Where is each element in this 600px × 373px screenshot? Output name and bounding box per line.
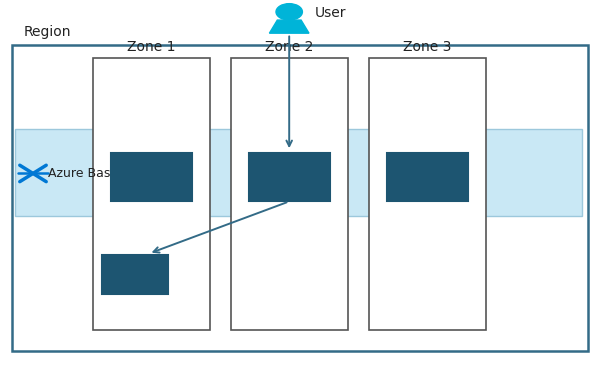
Text: Instance: Instance — [401, 171, 454, 184]
Bar — [249, 153, 330, 201]
Bar — [387, 153, 468, 201]
Text: Instance: Instance — [263, 171, 316, 184]
Bar — [15, 129, 582, 216]
Bar — [369, 58, 486, 330]
Text: Instance: Instance — [125, 171, 178, 184]
Text: Zone 2: Zone 2 — [265, 40, 314, 54]
Bar — [93, 58, 210, 330]
Text: User: User — [314, 6, 346, 20]
Text: Zone 3: Zone 3 — [403, 40, 452, 54]
Bar — [111, 153, 192, 201]
Polygon shape — [269, 20, 309, 33]
Text: VM: VM — [125, 268, 145, 280]
Bar — [102, 254, 168, 294]
Bar — [12, 45, 588, 351]
Bar — [231, 58, 348, 330]
Circle shape — [276, 4, 302, 20]
Text: Zone 1: Zone 1 — [127, 40, 176, 54]
Text: Azure Bastion: Azure Bastion — [48, 167, 134, 180]
Text: Region: Region — [24, 25, 71, 39]
